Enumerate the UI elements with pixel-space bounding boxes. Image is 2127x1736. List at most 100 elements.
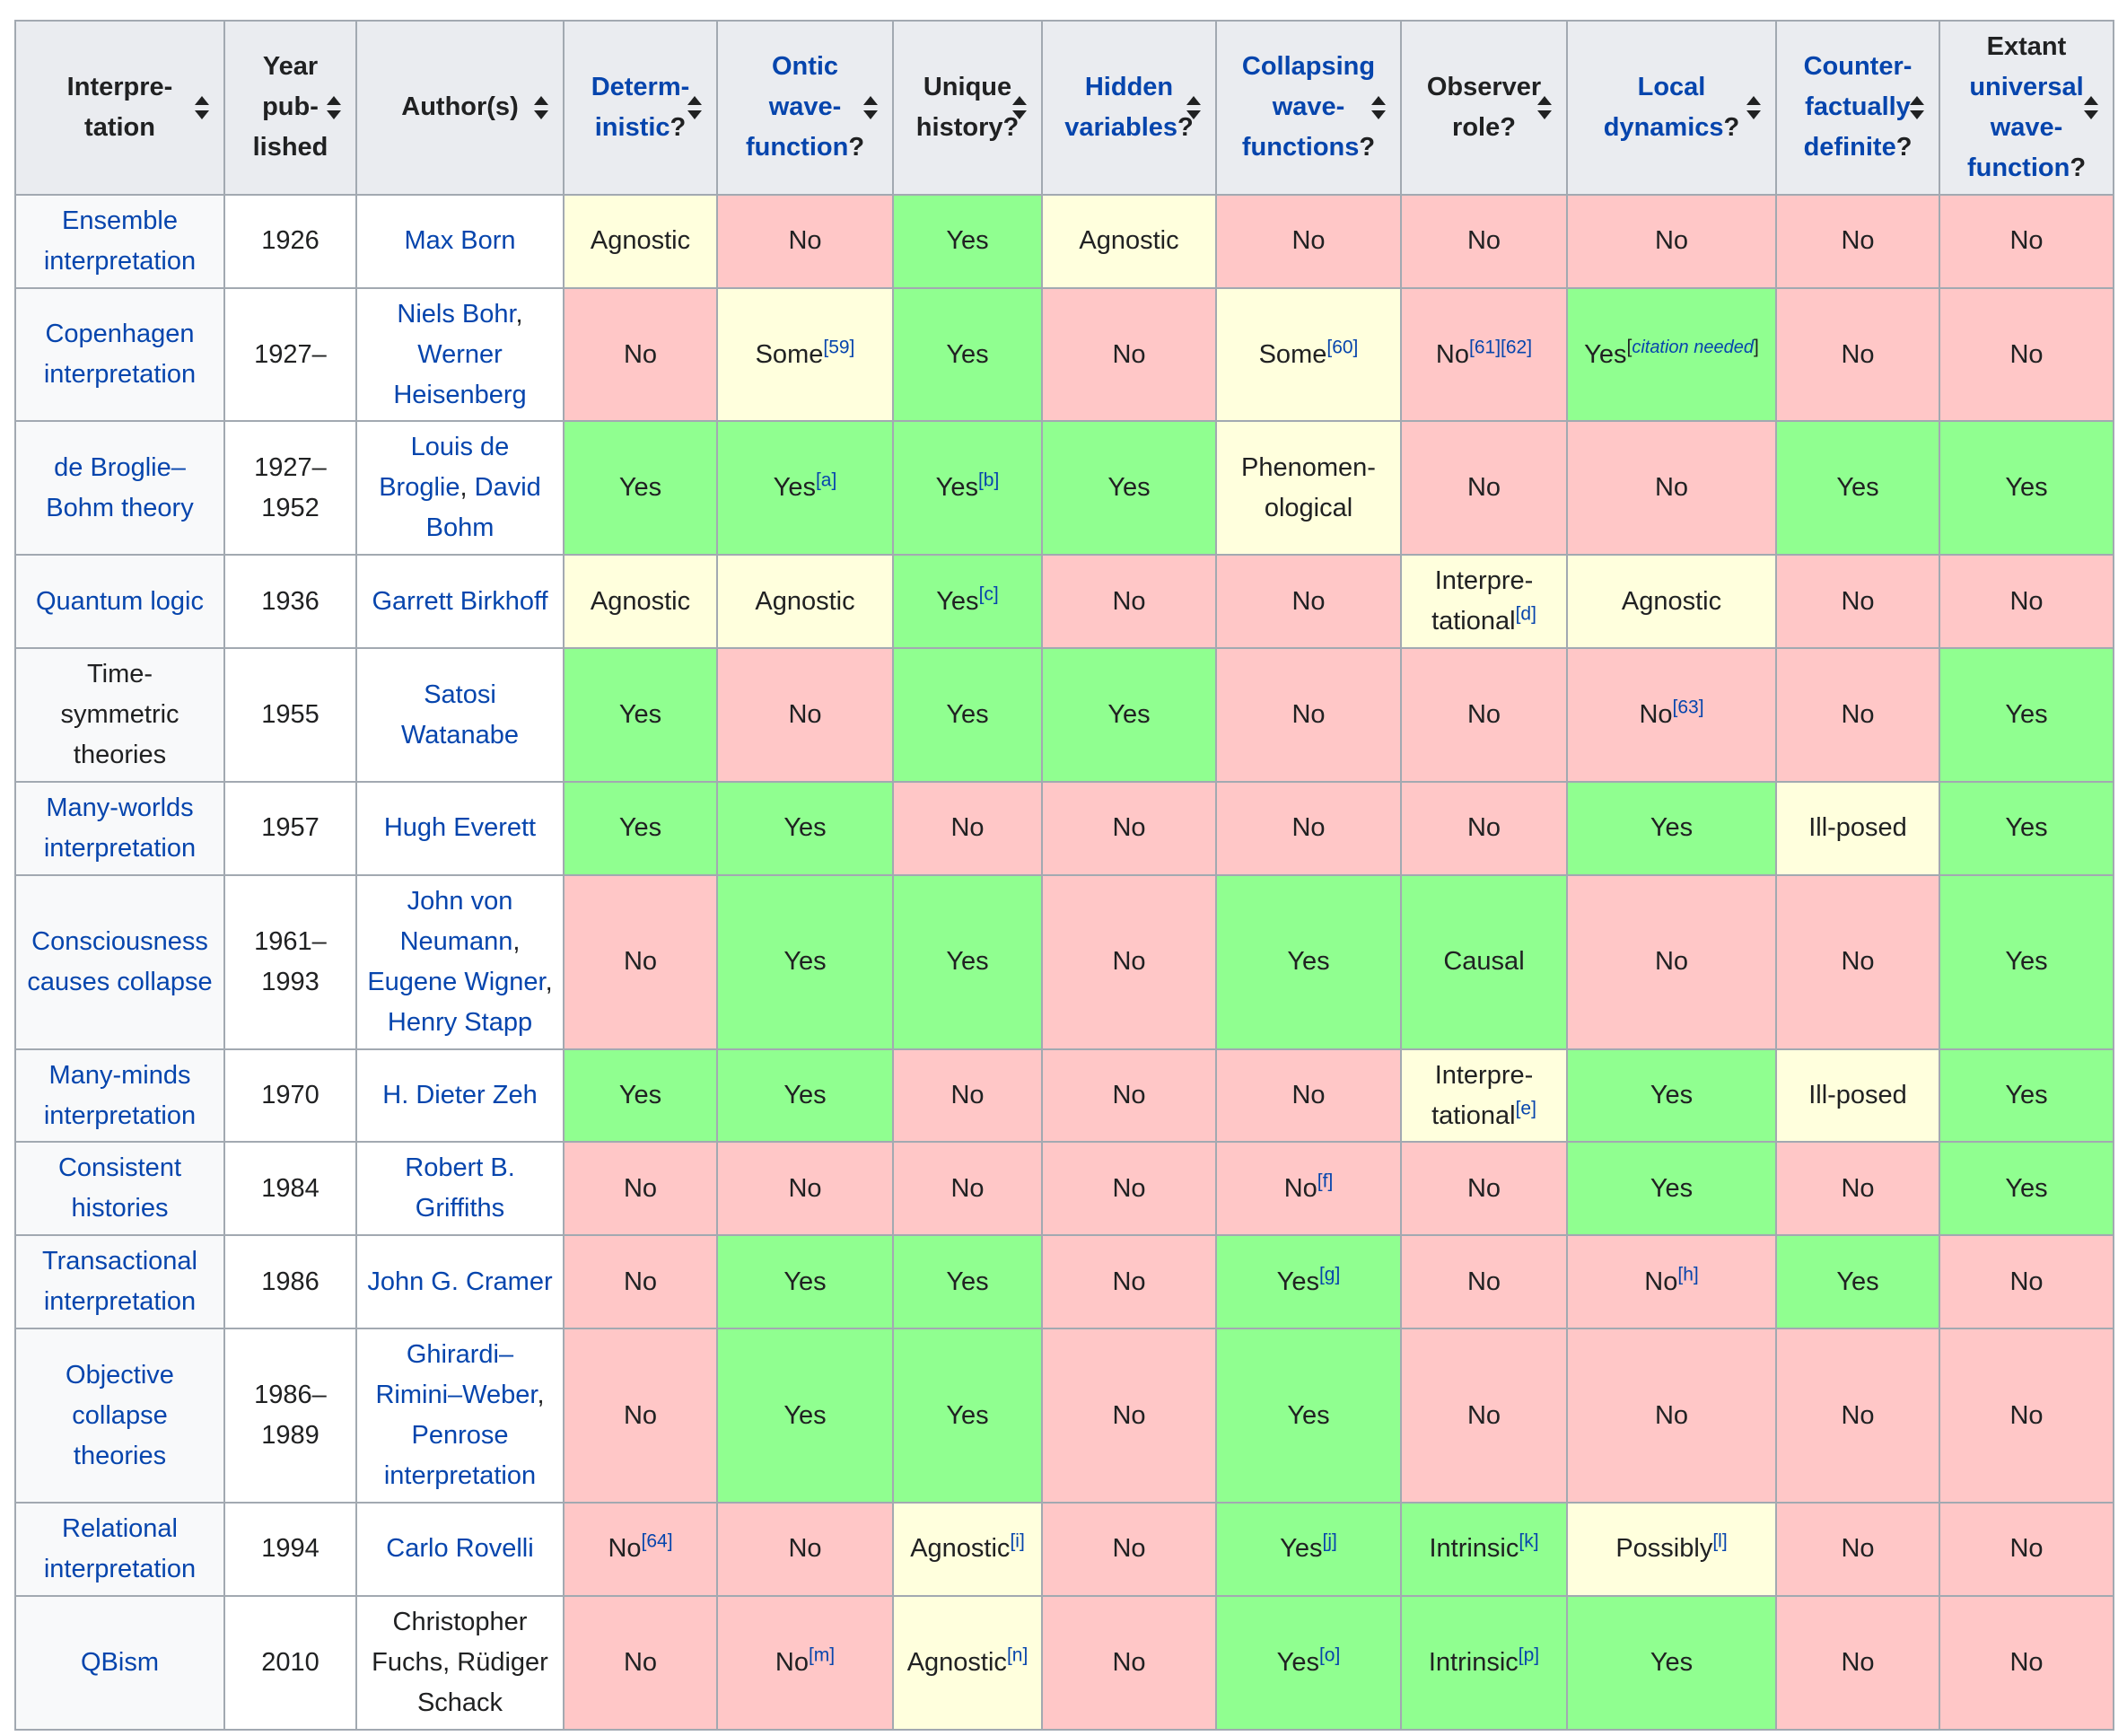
citation-ref[interactable]: [i] [1010, 1530, 1025, 1552]
author-link[interactable]: Henry Stapp [387, 1007, 533, 1037]
author-link[interactable]: Ghirardi– [406, 1340, 514, 1370]
interpretation-link[interactable]: Consciousness [31, 926, 208, 956]
sort-icon[interactable] [327, 92, 341, 123]
sort-icon[interactable] [687, 92, 702, 123]
author-link[interactable]: Penrose [411, 1421, 509, 1451]
author-link[interactable]: Robert B. [405, 1153, 515, 1183]
column-header[interactable]: Interpre-tation [14, 20, 225, 196]
column-header[interactable]: Counter-factually definite? [1775, 20, 1940, 196]
interpretation-link[interactable]: causes collapse [27, 967, 213, 996]
interpretation-link[interactable]: interpretation [43, 1554, 197, 1583]
column-header[interactable]: Observer role? [1400, 20, 1568, 196]
interpretation-link[interactable]: Ensemble [62, 206, 178, 235]
column-header[interactable]: Year pub-lished [223, 20, 357, 196]
citation-ref[interactable]: [l] [1712, 1530, 1728, 1552]
header-link[interactable]: variables [1064, 112, 1178, 142]
citation-ref[interactable]: [f] [1317, 1170, 1334, 1192]
citation-ref[interactable]: [60] [1326, 336, 1359, 357]
sort-icon[interactable] [1371, 92, 1386, 123]
header-link[interactable]: universal [1969, 72, 2084, 101]
citation-ref[interactable]: [j] [1322, 1530, 1337, 1552]
sort-icon[interactable] [1186, 92, 1201, 123]
sort-icon[interactable] [534, 92, 548, 123]
header-link[interactable]: function [745, 133, 849, 162]
citation-ref[interactable]: [63] [1672, 697, 1704, 718]
interpretation-link[interactable]: interpretation [43, 1100, 197, 1130]
citation-ref[interactable]: [64] [641, 1530, 673, 1552]
author-link[interactable]: Watanabe [400, 720, 520, 750]
header-link[interactable]: wave- [1990, 112, 2063, 142]
interpretation-link[interactable]: theories [73, 1441, 167, 1470]
interpretation-link[interactable]: Many-worlds [46, 793, 194, 822]
sort-icon[interactable] [2084, 92, 2098, 123]
author-link[interactable]: David [474, 473, 541, 503]
author-link[interactable]: Broglie [379, 473, 460, 503]
author-link[interactable]: Louis de [410, 433, 510, 462]
header-link[interactable]: definite [1803, 133, 1896, 162]
header-link[interactable]: dynamics [1603, 112, 1724, 142]
citation-ref[interactable]: [g] [1318, 1264, 1341, 1285]
interpretation-link[interactable]: QBism [81, 1647, 159, 1677]
author-link[interactable]: Neumann [399, 926, 513, 956]
citation-ref[interactable]: [m] [808, 1644, 836, 1666]
column-header[interactable]: Hidden variables? [1041, 20, 1217, 196]
citation-ref[interactable]: [c] [978, 583, 999, 605]
author-link[interactable]: Werner [417, 339, 503, 369]
header-link[interactable]: Counter- [1803, 52, 1913, 82]
author-link[interactable]: interpretation [383, 1461, 537, 1490]
citation-ref[interactable]: [o] [1318, 1644, 1341, 1666]
interpretation-link[interactable]: Transactional [41, 1247, 197, 1276]
interpretation-link[interactable]: de Broglie– [54, 452, 186, 482]
citation-needed-link[interactable]: citation needed [1632, 337, 1754, 357]
author-link[interactable]: Satosi [424, 679, 496, 709]
author-link[interactable]: Heisenberg [393, 380, 527, 409]
interpretation-link[interactable]: interpretation [43, 833, 197, 863]
header-link[interactable]: wave- [768, 92, 842, 122]
interpretation-link[interactable]: Copenhagen [45, 320, 195, 349]
author-link[interactable]: Bohm [425, 513, 495, 543]
author-link[interactable]: Garrett Birkhoff [372, 586, 548, 616]
header-link[interactable]: Local [1637, 72, 1706, 101]
citation-ref[interactable]: [59] [823, 336, 855, 357]
citation-ref[interactable]: [k] [1519, 1530, 1539, 1552]
header-link[interactable]: Determ- [591, 72, 690, 101]
column-header[interactable]: Extant universal wave-function? [1939, 20, 2114, 196]
citation-ref[interactable]: [citation needed] [1626, 337, 1758, 357]
column-header[interactable]: Collapsing wave-functions? [1215, 20, 1402, 196]
author-link[interactable]: John G. Cramer [367, 1267, 553, 1296]
column-header[interactable]: Local dynamics? [1566, 20, 1777, 196]
author-link[interactable]: Griffiths [415, 1194, 505, 1223]
author-link[interactable]: John von [407, 886, 513, 916]
interpretation-link[interactable]: histories [71, 1194, 169, 1223]
citation-ref[interactable]: [61][62] [1469, 336, 1533, 357]
interpretation-link[interactable]: Many-minds [48, 1060, 191, 1090]
author-link[interactable]: Hugh Everett [383, 813, 537, 843]
author-link[interactable]: Eugene Wigner [367, 967, 546, 996]
author-link[interactable]: Rimini–Weber [375, 1381, 538, 1410]
header-link[interactable]: inistic [594, 112, 670, 142]
interpretation-link[interactable]: interpretation [43, 360, 197, 390]
citation-ref[interactable]: [b] [977, 469, 1000, 491]
sort-icon[interactable] [863, 92, 878, 123]
citation-ref[interactable]: [h] [1677, 1264, 1699, 1285]
header-link[interactable]: Ontic [771, 52, 839, 82]
sort-icon[interactable] [1012, 92, 1027, 123]
header-link[interactable]: Collapsing [1241, 52, 1376, 82]
citation-ref[interactable]: [a] [815, 469, 837, 491]
interpretation-link[interactable]: Quantum logic [36, 586, 204, 616]
header-link[interactable]: function [1966, 153, 2070, 182]
column-header[interactable]: Determ-inistic? [563, 20, 718, 196]
sort-icon[interactable] [1537, 92, 1552, 123]
interpretation-link[interactable]: interpretation [43, 246, 197, 276]
interpretation-link[interactable]: interpretation [43, 1287, 197, 1317]
citation-ref[interactable]: [d] [1515, 603, 1536, 625]
header-link[interactable]: functions [1241, 133, 1360, 162]
sort-icon[interactable] [195, 92, 209, 123]
interpretation-link[interactable]: Bohm theory [46, 493, 194, 522]
column-header[interactable]: Ontic wave-function? [716, 20, 894, 196]
author-link[interactable]: Carlo Rovelli [386, 1534, 534, 1564]
header-link[interactable]: factually [1805, 92, 1911, 122]
citation-ref[interactable]: [n] [1006, 1644, 1028, 1666]
interpretation-link[interactable]: Consistent [57, 1153, 181, 1183]
header-link[interactable]: wave- [1272, 92, 1345, 122]
